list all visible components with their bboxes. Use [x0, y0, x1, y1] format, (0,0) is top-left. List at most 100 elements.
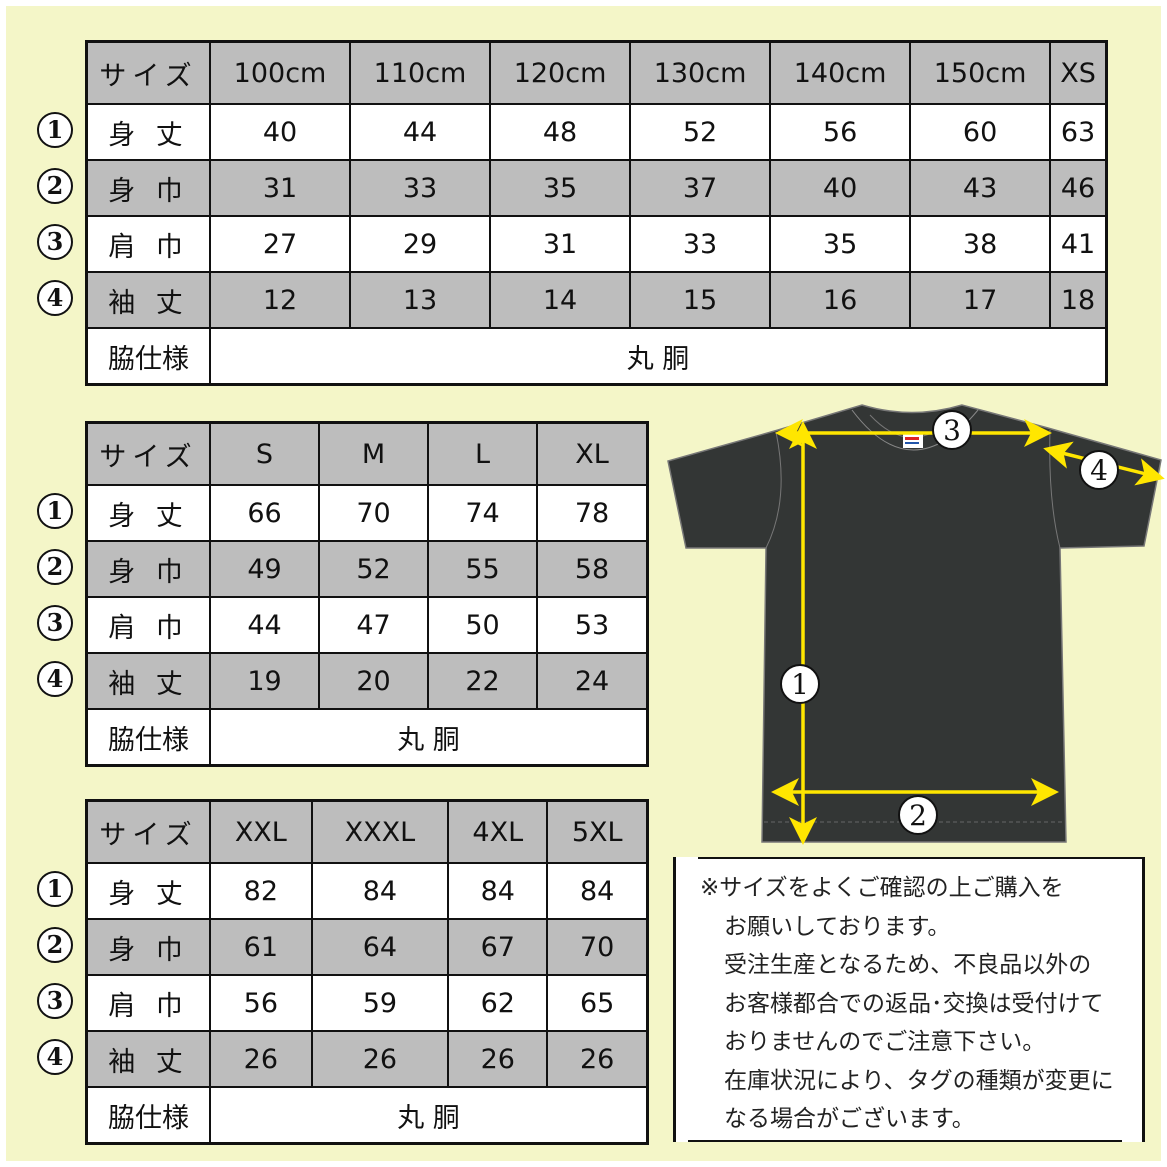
size-column-header: S — [209, 421, 320, 486]
size-column-header: XXL — [209, 799, 313, 864]
measurement-cell: 29 — [349, 215, 492, 273]
measurement-cell: 13 — [349, 271, 492, 329]
measurement-cell: 74 — [427, 484, 538, 542]
table-row: 身 丈 82 84 84 84 — [85, 862, 649, 920]
measurement-cell: 55 — [427, 540, 538, 598]
size-table-3: サイズ XXL XXXL 4XL 5XL 身 丈 82 84 84 84 身 巾 61 64 67 70 肩 … — [85, 799, 649, 1145]
row-label: 肩 巾 — [85, 596, 211, 654]
note-line: ※サイズをよくご確認の上ご購入を — [700, 875, 1064, 901]
table-row: 身 丈 66 70 74 78 — [85, 484, 649, 542]
measurement-cell: 37 — [629, 159, 772, 217]
measurement-cell: 62 — [447, 974, 549, 1032]
measurement-cell: 52 — [629, 103, 772, 161]
row-label: 身 巾 — [85, 540, 211, 598]
marker-4: 4 — [37, 280, 73, 316]
size-column-header: 110cm — [349, 40, 492, 105]
measurement-cell: 56 — [769, 103, 912, 161]
measurement-cell: 35 — [769, 215, 912, 273]
size-column-header: XL — [536, 421, 649, 486]
row-label: 肩 巾 — [85, 974, 211, 1032]
marker-4: 4 — [37, 661, 73, 697]
measurement-cell: 63 — [1049, 103, 1108, 161]
table-row: 袖 丈 19 20 22 24 — [85, 652, 649, 710]
note-line: お願いしております。 — [724, 913, 951, 940]
measurement-cell: 43 — [909, 159, 1052, 217]
marker-3: 3 — [932, 410, 972, 450]
row-label: 身 丈 — [85, 862, 211, 920]
row-label: 身 巾 — [85, 918, 211, 976]
size-column-header: 140cm — [769, 40, 912, 105]
measurement-cell: 50 — [427, 596, 538, 654]
measurement-cell: 56 — [209, 974, 313, 1032]
table-row: 身 巾 61 64 67 70 — [85, 918, 649, 976]
measurement-cell: 27 — [208, 215, 352, 273]
tshirt-diagram: 3 4 1 2 — [667, 404, 1165, 845]
measurement-cell: 61 — [209, 918, 313, 976]
row-label: 袖 丈 — [85, 1030, 211, 1088]
table-row: 身 巾 31 33 35 37 40 43 46 — [85, 159, 1108, 217]
table-row: 袖 丈 12 13 14 15 16 17 18 — [85, 271, 1108, 329]
note-line: なる場合がございます。 — [724, 1106, 975, 1132]
marker-1: 1 — [37, 493, 73, 529]
measurement-cell: 64 — [310, 918, 450, 976]
header-row: サイズ 100cm 110cm 120cm 130cm 140cm 150cm XS — [85, 40, 1108, 105]
measurement-cell: 17 — [909, 271, 1052, 329]
measurement-cell: 26 — [209, 1030, 313, 1088]
measurement-cell: 18 — [1049, 271, 1108, 329]
table-row: 身 丈 40 44 48 52 56 60 63 — [85, 103, 1108, 161]
measurement-cell: 15 — [629, 271, 772, 329]
measurement-cell: 40 — [208, 103, 352, 161]
measurement-cell: 31 — [208, 159, 352, 217]
measurement-cell: 44 — [209, 596, 320, 654]
measurement-cell: 26 — [447, 1030, 549, 1088]
svg-text:1: 1 — [791, 668, 809, 701]
size-table-2: サイズ S M L XL 身 丈 66 70 74 78 身 巾 49 52 55 58 肩 巾 44 47 50 5… — [85, 421, 649, 767]
size-column-header: 150cm — [909, 40, 1052, 105]
measurement-cell: 31 — [489, 215, 632, 273]
size-label-header: サイズ — [85, 40, 211, 105]
size-table-1: サイズ 100cm 110cm 120cm 130cm 140cm 150cm XS 身 丈 40… — [85, 40, 1108, 386]
measurement-cell: 52 — [318, 540, 429, 598]
table-row: 袖 丈 26 26 26 26 — [85, 1030, 649, 1088]
size-column-header: XS — [1049, 40, 1108, 105]
measurement-cell: 35 — [489, 159, 632, 217]
size-column-header: 120cm — [489, 40, 632, 105]
measurement-cell: 12 — [208, 271, 352, 329]
measurement-cell: 24 — [536, 652, 649, 710]
measurement-cell: 47 — [318, 596, 429, 654]
measurement-cell: 66 — [209, 484, 320, 542]
side-spec-label: 脇仕様 — [85, 1086, 211, 1145]
measurement-cell: 84 — [310, 862, 450, 920]
note-line: 在庫状況により、タグの種類が変更に — [724, 1067, 1114, 1094]
measurement-cell: 14 — [489, 271, 632, 329]
row-label: 身 丈 — [85, 103, 211, 161]
size-column-header: 4XL — [447, 799, 549, 864]
row-label: 肩 巾 — [85, 215, 211, 273]
marker-3: 3 — [37, 605, 73, 641]
marker-2: 2 — [37, 549, 73, 585]
measurement-cell: 53 — [536, 596, 649, 654]
size-label-header: サイズ — [85, 799, 211, 864]
marker-1: 1 — [37, 112, 73, 148]
marker-2: 2 — [37, 927, 73, 963]
side-spec-row: 脇仕様丸 胴 — [85, 1086, 649, 1145]
measurement-cell: 46 — [1049, 159, 1108, 217]
measurement-cell: 60 — [909, 103, 1052, 161]
size-column-header: XXXL — [310, 799, 450, 864]
measurement-cell: 26 — [310, 1030, 450, 1088]
svg-text:4: 4 — [1090, 454, 1108, 487]
measurement-cell: 70 — [318, 484, 429, 542]
measurement-cell: 82 — [209, 862, 313, 920]
size-column-header: L — [427, 421, 538, 486]
measurement-cell: 26 — [546, 1030, 649, 1088]
side-spec-value: 丸 胴 — [209, 327, 1108, 386]
header-row: サイズ S M L XL — [85, 421, 649, 486]
measurement-cell: 84 — [447, 862, 549, 920]
measurement-cell: 44 — [349, 103, 492, 161]
measurement-cell: 65 — [546, 974, 649, 1032]
size-column-header: M — [318, 421, 429, 486]
measurement-cell: 16 — [769, 271, 912, 329]
table-row: 肩 巾 56 59 62 65 — [85, 974, 649, 1032]
measurement-cell: 33 — [349, 159, 492, 217]
table-row: 身 巾 49 52 55 58 — [85, 540, 649, 598]
